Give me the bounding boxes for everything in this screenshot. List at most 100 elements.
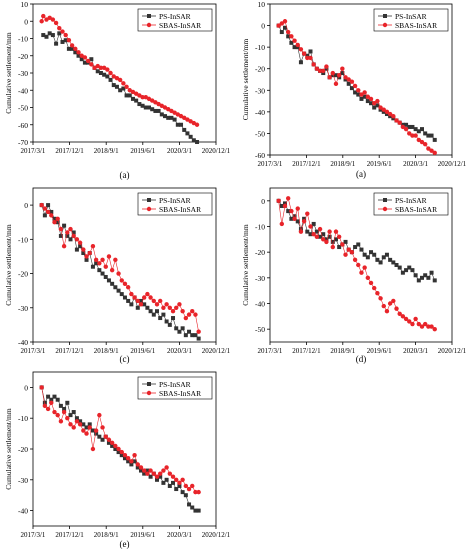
- sbas-insar-point: [151, 471, 156, 476]
- ps-insar-point: [381, 255, 386, 260]
- ps-insar-point: [426, 133, 431, 138]
- ps-insar-point: [171, 316, 176, 321]
- sbas-insar-point: [346, 77, 351, 82]
- sbas-insar-point: [116, 271, 121, 276]
- ps-insar-point: [164, 477, 169, 482]
- sbas-insar-point: [167, 305, 173, 310]
- ps-insar-point: [188, 134, 193, 139]
- x-tick-label: 2017/12/1: [55, 531, 84, 539]
- sbas-insar-point: [375, 98, 380, 104]
- ps-insar-point: [327, 234, 332, 239]
- y-tick-label: -60: [18, 121, 28, 130]
- y-tick-label: 0: [24, 383, 28, 392]
- ps-insar-point: [388, 257, 393, 262]
- ps-insar-point: [63, 38, 68, 43]
- ps-insar-point: [130, 96, 135, 101]
- ps-insar-point: [180, 490, 185, 495]
- ps-insar-point: [298, 60, 303, 65]
- sbas-insar-point: [71, 425, 76, 430]
- ps-insar-point: [121, 86, 126, 91]
- sbas-insar-point: [190, 309, 195, 314]
- x-tick-label: 2020/12/1: [438, 160, 467, 168]
- ps-insar-point: [426, 275, 431, 280]
- sbas-insar-point: [314, 66, 320, 71]
- ps-insar-point: [292, 214, 297, 219]
- ps-insar-point: [161, 312, 166, 317]
- ps-insar-point: [94, 431, 99, 436]
- sbas-insar-point: [289, 208, 294, 214]
- ps-insar-point: [305, 229, 310, 234]
- sbas-insar-point: [193, 312, 198, 317]
- sbas-insar-point: [193, 489, 198, 495]
- legend-marker: [146, 390, 152, 396]
- sbas-insar-point: [98, 65, 104, 71]
- sbas-insar-point: [432, 326, 437, 332]
- ps-insar-point: [79, 57, 84, 62]
- ps-insar-point: [111, 83, 116, 88]
- sbas-insar-point: [77, 422, 83, 427]
- x-tick-label: 2017/12/1: [55, 347, 84, 355]
- ps-insar-point: [151, 312, 156, 317]
- ps-insar-point: [177, 483, 182, 488]
- sbas-insar-point: [282, 19, 288, 24]
- sbas-insar-point: [416, 321, 422, 327]
- sbas-insar-point: [317, 226, 323, 232]
- sbas-insar-point: [356, 88, 361, 93]
- ps-insar-point: [127, 93, 132, 98]
- ps-insar-point: [182, 127, 187, 132]
- sbas-insar-point: [42, 403, 48, 409]
- x-tick-label: 2020/12/1: [202, 147, 231, 155]
- sbas-insar-point: [42, 206, 48, 211]
- sbas-insar-point: [301, 219, 307, 224]
- ps-insar-point: [122, 295, 127, 300]
- sbas-insar-point: [368, 280, 374, 286]
- panel-label: (e): [120, 539, 130, 549]
- ps-insar-point: [353, 90, 358, 95]
- ps-insar-point: [113, 285, 118, 290]
- ps-insar-point: [410, 124, 415, 129]
- ps-insar-point: [372, 252, 377, 257]
- y-tick-label: 0: [261, 197, 265, 206]
- sbas-insar-point: [177, 302, 182, 307]
- ps-insar-point: [308, 232, 313, 237]
- legend-marker: [383, 198, 387, 202]
- ps-insar-point: [423, 131, 428, 136]
- ps-insar-point: [404, 122, 409, 127]
- sbas-insar-point: [177, 480, 182, 486]
- sbas-insar-point: [387, 111, 393, 117]
- sbas-insar-point: [60, 29, 65, 34]
- ps-insar-point: [413, 273, 418, 278]
- ps-insar-point: [153, 108, 158, 113]
- ps-insar-point: [58, 403, 63, 408]
- ps-insar-point: [292, 45, 297, 50]
- sbas-insar-point: [140, 94, 145, 100]
- ps-insar-point: [196, 336, 201, 341]
- sbas-insar-point: [426, 146, 431, 151]
- sbas-insar-point: [170, 474, 176, 479]
- x-tick-label: 2017/3/1: [258, 347, 283, 355]
- sbas-insar-point: [58, 226, 64, 232]
- y-tick-label: -10: [255, 43, 265, 52]
- sbas-insar-point: [295, 42, 300, 48]
- y-tick-label: -40: [18, 338, 28, 347]
- sbas-insar-point: [343, 252, 348, 257]
- sbas-insar-point: [311, 232, 316, 237]
- ps-insar-point: [191, 138, 196, 143]
- ps-insar-point: [132, 459, 137, 464]
- sbas-insar-point: [145, 471, 150, 476]
- y-tick-label: -50: [255, 325, 265, 334]
- ps-insar-point: [70, 46, 75, 51]
- ps-insar-point: [283, 25, 288, 30]
- y-tick-label: 0: [24, 17, 28, 26]
- sbas-insar-point: [100, 425, 105, 430]
- ps-insar-point: [138, 468, 143, 473]
- ps-insar-point: [195, 140, 200, 144]
- sbas-insar-point: [394, 118, 399, 123]
- plot-frame: [32, 187, 217, 343]
- sbas-insar-point: [148, 295, 153, 300]
- ps-insar-point: [46, 203, 51, 208]
- ps-insar-point: [142, 471, 147, 476]
- sbas-insar-point: [416, 137, 422, 143]
